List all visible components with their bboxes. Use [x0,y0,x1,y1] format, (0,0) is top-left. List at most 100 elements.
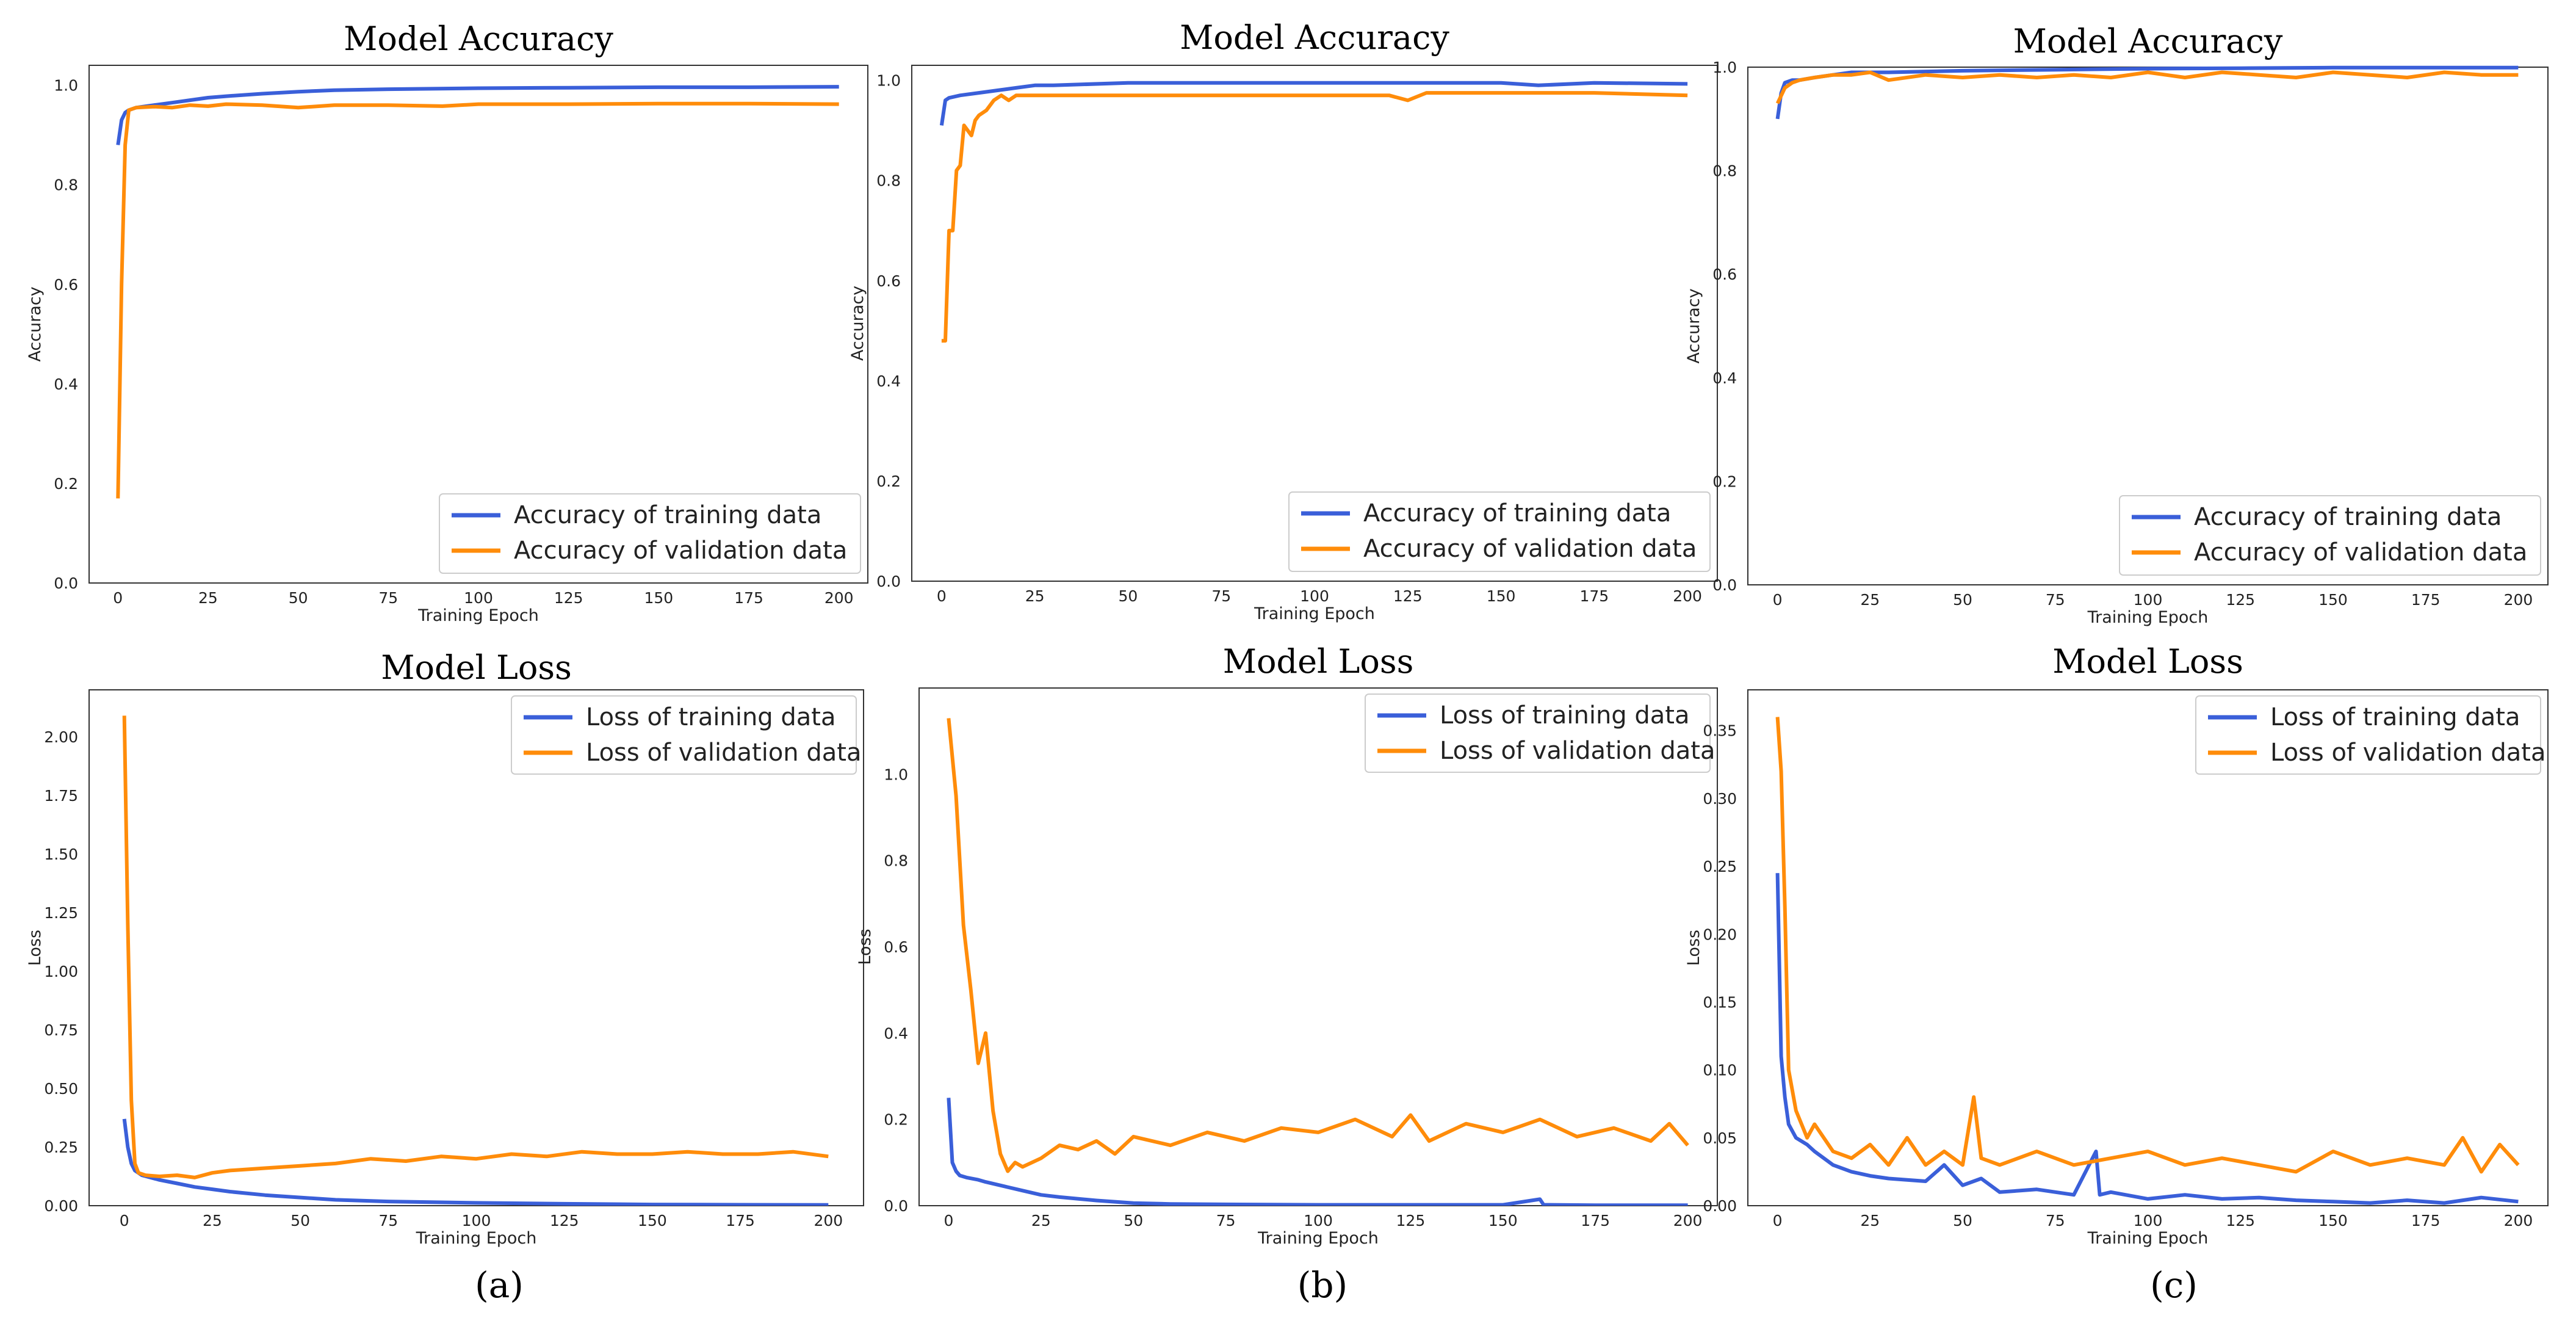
caption-a: (a) [475,1264,524,1306]
y-tick-label: 0.6 [884,938,908,956]
x-tick-label: 75 [2046,591,2065,609]
series-line-training [939,81,1688,126]
x-axis-label: Training Epoch [1254,604,1375,623]
y-tick-label: 0.00 [1703,1197,1737,1215]
y-tick-label: 0.50 [44,1080,78,1098]
plot-frame [1747,689,2549,1206]
x-tick-label: 100 [1300,587,1329,605]
x-tick-label: 200 [2504,1212,2533,1229]
x-axis-label: Training Epoch [416,1229,537,1248]
y-tick-label: 0.0 [1712,576,1737,594]
x-tick-label: 125 [550,1212,579,1229]
x-tick-label: 175 [2411,591,2441,609]
legend: Accuracy of training data Accuracy of val… [1288,491,1711,572]
x-tick-label: 150 [638,1212,667,1229]
chart-title: Model Accuracy [1180,18,1449,57]
x-tick-label: 150 [2318,591,2348,609]
x-tick-label: 200 [1673,1212,1703,1229]
x-tick-label: 75 [1216,1212,1236,1229]
legend-entry-validation: Accuracy of validation data [514,537,847,565]
x-tick-label: 75 [2046,1212,2065,1229]
y-tick-label: 0.25 [1703,858,1737,875]
series-line-training [947,1098,1688,1206]
plot-frame [911,65,1718,582]
chart-panel-5: Model Loss 0 25 50 75 100 125 150 175 200 0.0 0.2 0.… [856,642,1718,1248]
x-tick-label: 50 [290,1212,310,1229]
legend-entry-validation: Loss of validation data [2270,739,2545,767]
x-tick-label: 50 [1953,1212,1972,1229]
series-line-validation [947,718,1689,1173]
x-tick-label: 0 [1773,1212,1783,1229]
legend-entry-validation: Accuracy of validation data [2194,538,2527,567]
x-tick-label: 175 [1579,587,1609,605]
x-tick-label: 25 [198,589,218,607]
x-tick-label: 0 [943,1212,953,1229]
x-tick-label: 125 [554,589,583,607]
series-line-validation [941,91,1688,343]
x-tick-label: 75 [1211,587,1231,605]
chart-panel-2: Model Accuracy 0 25 50 75 100 125 150 175 200 0.0 0… [848,18,1718,623]
chart-title: Model Loss [381,648,572,687]
y-tick-label: 0.8 [884,852,908,870]
x-tick-label: 0 [113,589,123,607]
x-tick-label: 150 [1487,587,1516,605]
x-tick-label: 100 [2134,591,2163,609]
y-tick-label: 0.75 [44,1021,78,1039]
series-line-validation [116,101,839,499]
y-tick-label: 1.0 [1712,59,1737,76]
x-tick-label: 125 [2226,1212,2255,1229]
y-tick-label: 0.0 [876,573,901,590]
x-tick-label: 25 [1025,587,1045,605]
y-tick-label: 1.75 [44,787,78,805]
y-axis-label: Loss [856,929,875,965]
y-tick-label: 0.00 [44,1197,78,1215]
x-tick-label: 75 [378,1212,398,1229]
y-tick-label: 2.00 [44,728,78,746]
y-tick-label: 0.8 [54,176,78,194]
series-line-training [1775,873,2519,1205]
y-tick-label: 0.05 [1703,1129,1737,1147]
y-tick-label: 1.50 [44,846,78,863]
x-tick-label: 50 [289,589,308,607]
x-tick-label: 100 [1304,1212,1333,1229]
y-tick-label: 0.0 [884,1197,908,1215]
y-tick-label: 0.20 [1703,925,1737,943]
legend: Accuracy of training data Accuracy of val… [2119,495,2541,576]
x-tick-label: 125 [2226,591,2255,609]
y-tick-label: 1.00 [44,963,78,980]
series-line-validation [1775,717,2520,1174]
y-tick-label: 0.4 [876,372,901,390]
y-tick-label: 0.35 [1703,722,1737,740]
y-tick-label: 1.0 [876,72,901,90]
legend-entry-training: Loss of training data [586,703,836,731]
x-axis-label: Training Epoch [1257,1229,1379,1248]
y-tick-label: 1.25 [44,904,78,922]
x-axis-label: Training Epoch [417,606,539,625]
x-tick-label: 125 [1396,1212,1426,1229]
y-tick-label: 0.8 [1712,162,1737,180]
chart-title: Model Loss [1223,642,1414,681]
y-axis-label: Accuracy [848,286,867,361]
y-tick-label: 0.10 [1703,1062,1737,1079]
y-axis-label: Loss [1684,930,1703,966]
x-tick-label: 175 [726,1212,755,1229]
x-tick-label: 150 [2318,1212,2348,1229]
y-axis-label: Loss [26,930,45,966]
legend-entry-training: Accuracy of training data [2194,503,2502,531]
y-tick-label: 0.0 [54,574,78,592]
y-axis-label: Accuracy [26,286,45,361]
x-tick-label: 50 [1953,591,1972,609]
plot-frame [88,65,868,584]
y-tick-label: 0.2 [1712,473,1737,490]
x-tick-label: 25 [1860,591,1880,609]
x-tick-label: 75 [378,589,398,607]
x-tick-label: 0 [937,587,947,605]
x-tick-label: 175 [734,589,763,607]
y-tick-label: 0.4 [884,1024,908,1042]
legend-entry-validation: Loss of validation data [1440,737,1715,765]
series-line-validation [1775,70,2519,104]
x-tick-label: 0 [120,1212,129,1229]
chart-panel-1: Model Accuracy 0 25 50 75 100 125 150 175 200 0.0 0… [26,20,868,625]
y-tick-label: 0.30 [1703,790,1737,808]
